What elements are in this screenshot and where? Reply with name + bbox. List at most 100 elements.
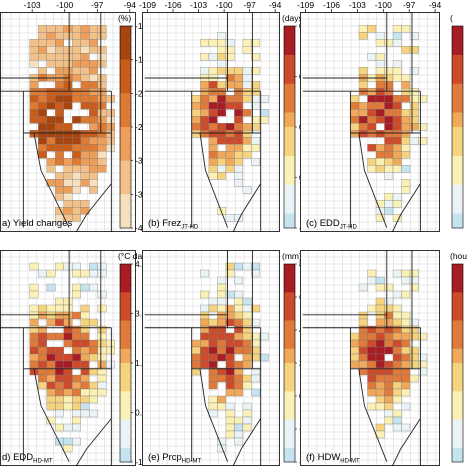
colorbar-step [452, 98, 463, 113]
panel-frame [0, 250, 136, 466]
colorbar-step [284, 127, 295, 142]
colorbar-step [284, 40, 295, 56]
lon-tick-label: -100 [375, 0, 392, 10]
colorbar-step [452, 26, 463, 41]
lon-tick-label: -94 [269, 0, 282, 10]
study-area-counties [29, 25, 115, 222]
colorbar-step [284, 155, 295, 171]
panel-b: -109-106-103-100-97-94(b) FrezJT-HD0.90.… [139, 0, 314, 233]
map-c [300, 12, 440, 232]
colorbar-step [120, 391, 131, 406]
colorbar-step [284, 334, 295, 350]
lon-tick-label: -109 [297, 0, 314, 10]
colorbar-c [451, 25, 464, 229]
colorbar-step [284, 320, 295, 336]
colorbar-step [452, 112, 463, 128]
colorbar-step [120, 127, 131, 145]
colorbar-step [284, 363, 295, 378]
panel-frame [142, 250, 280, 466]
colorbar-step [120, 405, 131, 420]
panel-f: (f) HDWHD-MT (hou [300, 250, 467, 466]
colorbar-step [284, 170, 295, 186]
colorbar-step [284, 447, 295, 463]
colorbar-tick-label: -25 [135, 122, 148, 132]
colorbar-step [284, 348, 295, 364]
colorbar-step [120, 320, 131, 336]
lon-tick-label: -100 [216, 0, 233, 10]
colorbar-step [284, 69, 295, 85]
colorbar-step [120, 334, 131, 350]
colorbar-tick-label: -30 [135, 156, 148, 166]
colorbar-step [120, 42, 131, 60]
panel-frame [300, 12, 440, 232]
colorbar-step [120, 110, 131, 128]
colorbar-step [452, 141, 463, 157]
colorbar-step [284, 419, 295, 435]
colorbar-step [284, 213, 295, 229]
map-a [0, 12, 136, 232]
study-area-counties [29, 262, 115, 453]
colorbar-step [284, 26, 295, 41]
colorbar-step [452, 292, 463, 307]
colorbar-step [452, 40, 463, 56]
panel-frame [142, 12, 280, 232]
panel-frame [300, 250, 440, 466]
colorbar-tick-label: 4.5 [135, 259, 147, 269]
colorbar-step [284, 184, 295, 200]
colorbar-a: -10 -15 -20 -25 -30 -35 -40 [119, 21, 148, 233]
colorbar-step [284, 141, 295, 157]
colorbar-step [452, 127, 463, 142]
lon-tick-label: -106 [165, 0, 182, 10]
panel-d: d) EDDHD-MT4.53.01.50.0-1.5(°C days) [0, 250, 154, 467]
lon-tick-label: -100 [56, 0, 73, 10]
panel-label: (b) FrezJT-HD [148, 218, 199, 231]
panel-label: d) EDDHD-MT [2, 452, 53, 465]
colorbar-step [120, 59, 131, 77]
colorbar-step [452, 433, 463, 449]
colorbar-step [120, 264, 131, 279]
colorbar-step [452, 213, 463, 229]
colorbar-step [120, 419, 131, 435]
colorbar-step [120, 26, 131, 44]
state-boundaries [144, 250, 262, 466]
panel-label: (c) EDDJT-HD [306, 218, 357, 231]
study-area-counties [350, 269, 428, 439]
study-area-counties [191, 32, 269, 222]
colorbar-step [284, 264, 295, 279]
colorbar-step [452, 363, 463, 378]
colorbar-step [452, 278, 463, 293]
colorbar-step [452, 447, 463, 463]
colorbar-tick-label: -15 [135, 55, 148, 65]
map-b [142, 12, 280, 232]
colorbar-step [120, 143, 131, 161]
colorbar-step [284, 199, 295, 214]
state-boundaries [144, 12, 262, 232]
colorbar-step [284, 54, 295, 70]
colorbar-step [120, 194, 131, 212]
colorbar-step [452, 405, 463, 420]
colorbar-step [452, 199, 463, 214]
study-area-counties [191, 262, 269, 453]
lon-tick-label: -103 [24, 0, 41, 10]
colorbar-tick-label: 1.5 [135, 358, 147, 368]
colorbar-step [284, 377, 295, 392]
colorbar-unit: (days) [282, 13, 306, 23]
colorbar-step [120, 306, 131, 321]
colorbar-step [120, 177, 131, 195]
colorbar-step [284, 391, 295, 406]
state-boundaries [0, 12, 112, 232]
colorbar-step [452, 391, 463, 406]
colorbar-tick-label: -20 [135, 88, 148, 98]
colorbar-step [284, 98, 295, 113]
colorbar-step [284, 433, 295, 449]
colorbar-step [452, 419, 463, 435]
panel-e: (e) PrcpHD-MT806040200-20-40(mm) [142, 250, 312, 467]
map-f [300, 250, 440, 466]
panel-label: (e) PrcpHD-MT [148, 452, 201, 465]
lon-tick-label: -106 [323, 0, 340, 10]
state-boundaries [0, 250, 112, 466]
lon-tick-label: -94 [429, 0, 442, 10]
colorbar-unit: (%) [118, 13, 131, 23]
colorbar-step [284, 306, 295, 321]
